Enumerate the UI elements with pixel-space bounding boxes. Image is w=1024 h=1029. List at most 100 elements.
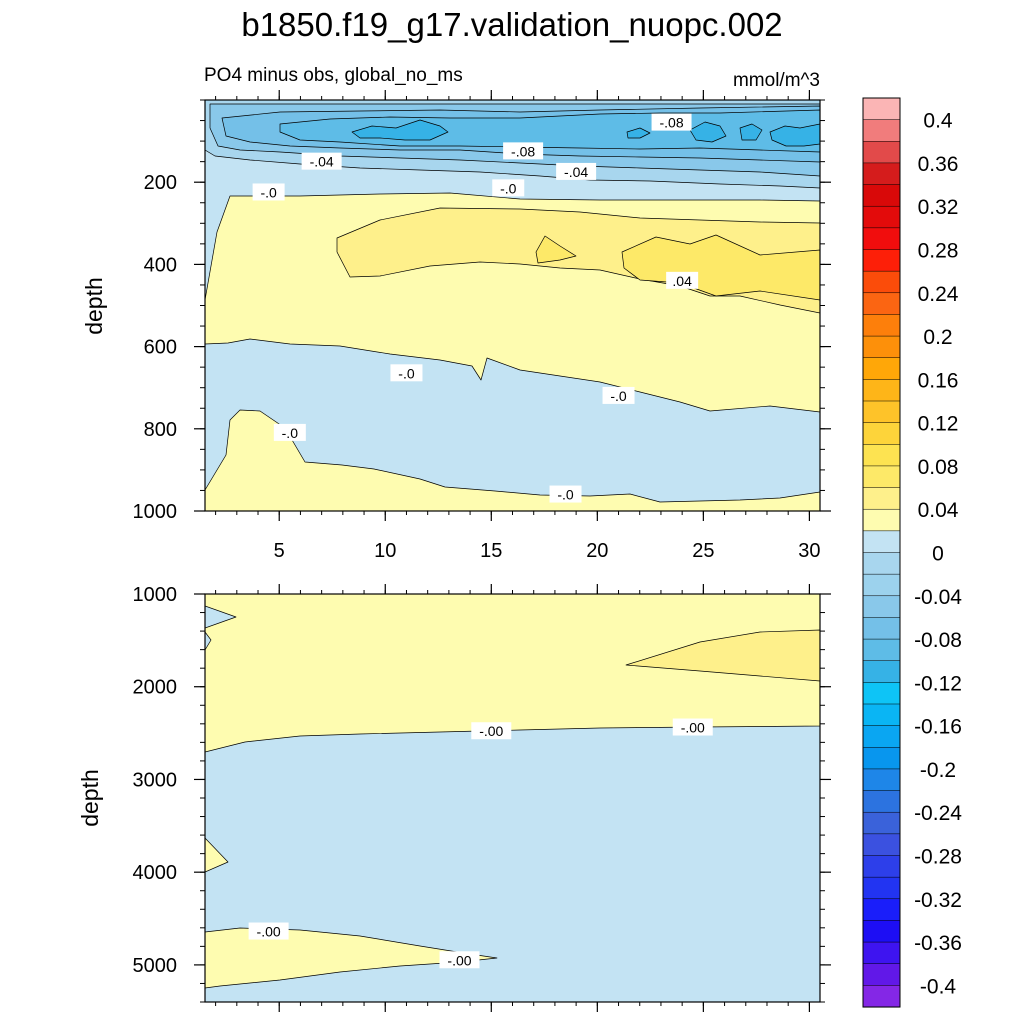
top-xtick-label: 25 [692, 540, 714, 562]
colorbar-swatch [862, 790, 901, 813]
colorbar-swatch [862, 162, 901, 186]
bottom-ytick-label: 4000 [133, 862, 178, 884]
colorbar-swatch [862, 920, 901, 943]
colorbar-swatch [862, 963, 901, 986]
top-contour-labels: -.08 -.08 -.04 -.04 -.0 -.0 .04 -.0 -.0 -.0 -.0 [252, 113, 699, 503]
colorbar-swatch [862, 444, 901, 467]
bottom-contour-label-bg [439, 951, 480, 969]
colorbar-swatch [862, 898, 901, 921]
bottom-strong-positive-fill [625, 629, 820, 682]
top-negative-core-fill-2 [626, 127, 651, 139]
top-contour-label: -.0 [610, 388, 627, 404]
bottom-ytick-label: 2000 [133, 677, 178, 699]
colorbar-swatch [862, 725, 901, 748]
colorbar-label: 0.04 [918, 499, 959, 522]
top-xtick-label: 30 [798, 540, 820, 562]
colorbar-swatch [862, 855, 901, 878]
colorbar-swatch [862, 811, 901, 835]
colorbar-swatch [862, 270, 901, 294]
colorbar-label: 0.2 [923, 326, 952, 349]
bottom-contour-label: -.00 [479, 723, 503, 739]
top-axis: 5 10 15 20 25 30 200 400 600 800 1000 [133, 90, 831, 562]
colorbar-swatch [862, 292, 901, 315]
colorbar-label: -0.28 [914, 846, 962, 869]
colorbar-label: -0.16 [914, 716, 962, 739]
colorbar-swatch [862, 184, 901, 207]
chart-subtitle: PO4 minus obs, global_no_ms [204, 65, 463, 86]
bottom-axis: 1000 2000 3000 4000 5000 [133, 584, 831, 1012]
top-contour-label-bg [301, 152, 342, 170]
chart-title: b1850.f19_g17.validation_nuopc.002 [241, 6, 782, 43]
colorbar-swatch [862, 595, 901, 618]
top-negative-core-fill-1 [351, 119, 449, 141]
colorbar-swatch [862, 141, 901, 164]
bottom-contour-label-bg [248, 922, 289, 940]
colorbar-label: -0.32 [914, 889, 962, 912]
bottom-panel-fill [205, 594, 820, 1002]
colorbar-swatch [862, 357, 901, 380]
top-contour-label: -.0 [398, 365, 415, 381]
top-contour-label: -.0 [282, 425, 299, 441]
top-contour-label: -.08 [659, 115, 683, 131]
top-contour-label: -.04 [310, 154, 334, 170]
top-xtick-label: 10 [374, 540, 396, 562]
top-ytick-label: 600 [144, 337, 177, 359]
top-xtick-label: 15 [480, 540, 502, 562]
top-contour-label-bg [252, 183, 285, 201]
top-ytick-label: 1000 [133, 501, 178, 523]
colorbar-swatch [862, 465, 901, 489]
top-ytick-label: 200 [144, 172, 177, 194]
colorbar-swatch [862, 97, 901, 121]
top-panel-fill [205, 100, 820, 511]
top-contour-label-bg [390, 364, 423, 382]
colorbar-label: -0.24 [914, 802, 962, 825]
top-strong-positive-fill-b [535, 235, 577, 264]
bottom-ylabel: depth [77, 769, 103, 827]
colorbar-swatch [862, 119, 901, 142]
colorbar-label: 0.08 [918, 456, 959, 479]
bottom-upper-positive-fill [205, 594, 820, 753]
top-deep-positive-fill [205, 409, 820, 511]
colorbar-label: -0.08 [914, 629, 962, 652]
bottom-contour-label: -.00 [447, 952, 471, 968]
colorbar-swatch [862, 768, 901, 792]
colorbar-labels: 0.4 0.36 0.32 0.28 0.24 0.2 0.16 0.12 0.08 0.04 0 -… [914, 110, 962, 999]
top-negative-core-fill-4 [739, 123, 763, 141]
colorbar-swatch [862, 638, 901, 662]
colorbar-swatch [862, 508, 901, 532]
bottom-ytick-label: 3000 [133, 769, 178, 791]
colorbar-label: 0.24 [918, 283, 959, 306]
colorbar-swatch [862, 617, 901, 640]
colorbar-swatch [862, 703, 901, 727]
colorbar-swatch [862, 487, 901, 510]
top-contour-label-bg [273, 423, 306, 441]
colorbar-swatch [862, 573, 901, 597]
colorbar-swatch [862, 314, 901, 337]
colorbar [862, 97, 901, 1008]
colorbar-swatch [862, 985, 901, 1008]
top-xtick-label: 20 [586, 540, 608, 562]
colorbar-label: 0.36 [918, 153, 959, 176]
colorbar-border [862, 97, 901, 1008]
top-ylabel: depth [81, 277, 107, 335]
colorbar-label: 0.12 [918, 413, 959, 436]
colorbar-swatch [862, 833, 901, 857]
top-ytick-label: 400 [144, 254, 177, 276]
bottom-side-positive-fill [205, 837, 229, 873]
top-strong-positive-fill-a [621, 234, 820, 301]
colorbar-label: 0.4 [923, 110, 953, 133]
bottom-ytick-label: 5000 [133, 955, 178, 977]
colorbar-swatch [862, 682, 901, 705]
top-contour-label-bg [651, 113, 692, 131]
top-xtick-label: 5 [274, 540, 285, 562]
top-contour-label-bg [666, 271, 699, 289]
colorbar-label: -0.36 [914, 932, 962, 955]
colorbar-swatch [862, 205, 901, 229]
bottom-contour-labels: -.00 -.00 -.00 -.00 [248, 718, 713, 969]
top-contour-label: -.0 [557, 487, 574, 503]
colorbar-swatch [862, 552, 901, 575]
colorbar-swatch [862, 400, 901, 424]
top-contour-label: -.0 [500, 180, 517, 196]
